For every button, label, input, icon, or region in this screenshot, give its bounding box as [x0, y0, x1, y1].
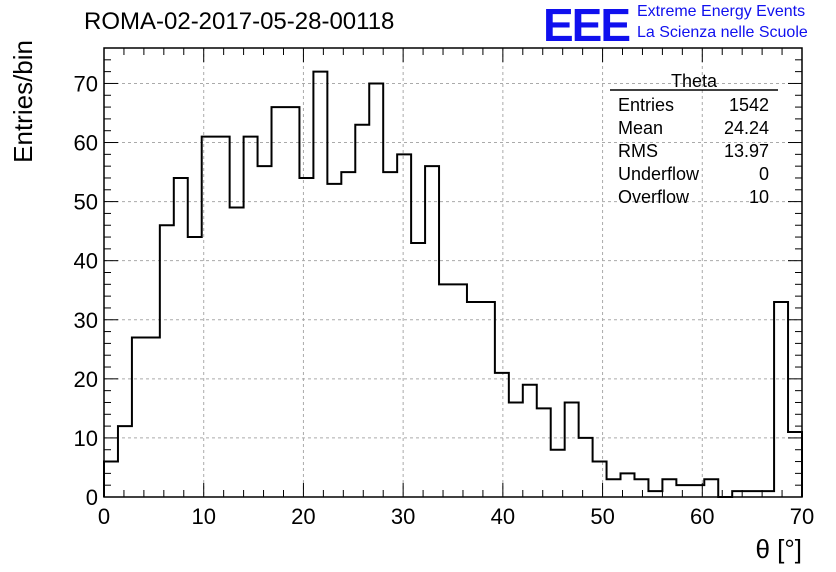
x-tick-label: 20: [291, 504, 315, 529]
x-axis-label: θ [°]: [755, 534, 802, 564]
stats-box-title: Theta: [671, 71, 718, 91]
y-tick-label: 30: [74, 308, 98, 333]
stats-row-label: Mean: [618, 118, 663, 138]
stats-row-label: Entries: [618, 95, 674, 115]
x-tick-label: 60: [690, 504, 714, 529]
stats-row-value: 13.97: [724, 141, 769, 161]
stats-row-value: 24.24: [724, 118, 769, 138]
y-tick-label: 60: [74, 131, 98, 156]
y-tick-label: 70: [74, 71, 98, 96]
x-tick-label: 50: [590, 504, 614, 529]
plot-frame-rect: [103, 47, 803, 498]
run-title: ROMA-02-2017-05-28-00118: [84, 8, 395, 35]
y-tick-label: 50: [74, 190, 98, 215]
stats-row-label: Overflow: [618, 187, 690, 207]
y-tick-label: 10: [74, 426, 98, 451]
y-tick-label: 40: [74, 249, 98, 274]
y-tick-label: 20: [74, 367, 98, 392]
x-tick-label: 70: [790, 504, 814, 529]
stats-row-label: Underflow: [618, 164, 700, 184]
stats-box: Theta Entries 1542 Mean 24.24 RMS 13.97 Underfl…: [610, 71, 778, 207]
x-tick-label: 10: [191, 504, 215, 529]
plot-frame: [103, 47, 803, 498]
y-axis-label: Entries/bin: [8, 40, 38, 163]
stats-row-label: RMS: [618, 141, 658, 161]
histogram-line: [103, 70, 803, 498]
stats-row-value: 0: [759, 164, 769, 184]
tick-labels: 0 10 20 30 40 50 60 70 0 10 20 30 40 50 60 70: [74, 71, 815, 529]
eee-logo: EEE: [543, 0, 631, 51]
x-tick-label: 40: [491, 504, 515, 529]
grid-lines: [104, 48, 802, 497]
histogram-bins: [103, 70, 803, 498]
stats-row-value: 1542: [729, 95, 769, 115]
x-tick-label: 0: [98, 504, 110, 529]
axis-ticks: [103, 47, 803, 498]
x-tick-label: 30: [391, 504, 415, 529]
logo-line-2: La Scienza nelle Scuole: [637, 24, 808, 41]
stats-row-value: 10: [749, 187, 769, 207]
logo-line-1: Extreme Energy Events: [637, 3, 806, 20]
y-tick-label: 0: [86, 485, 98, 510]
